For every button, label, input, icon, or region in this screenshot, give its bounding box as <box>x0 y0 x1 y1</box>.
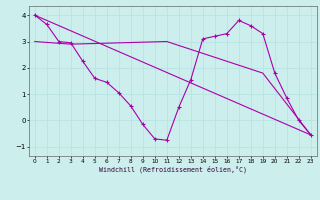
X-axis label: Windchill (Refroidissement éolien,°C): Windchill (Refroidissement éolien,°C) <box>99 166 247 173</box>
